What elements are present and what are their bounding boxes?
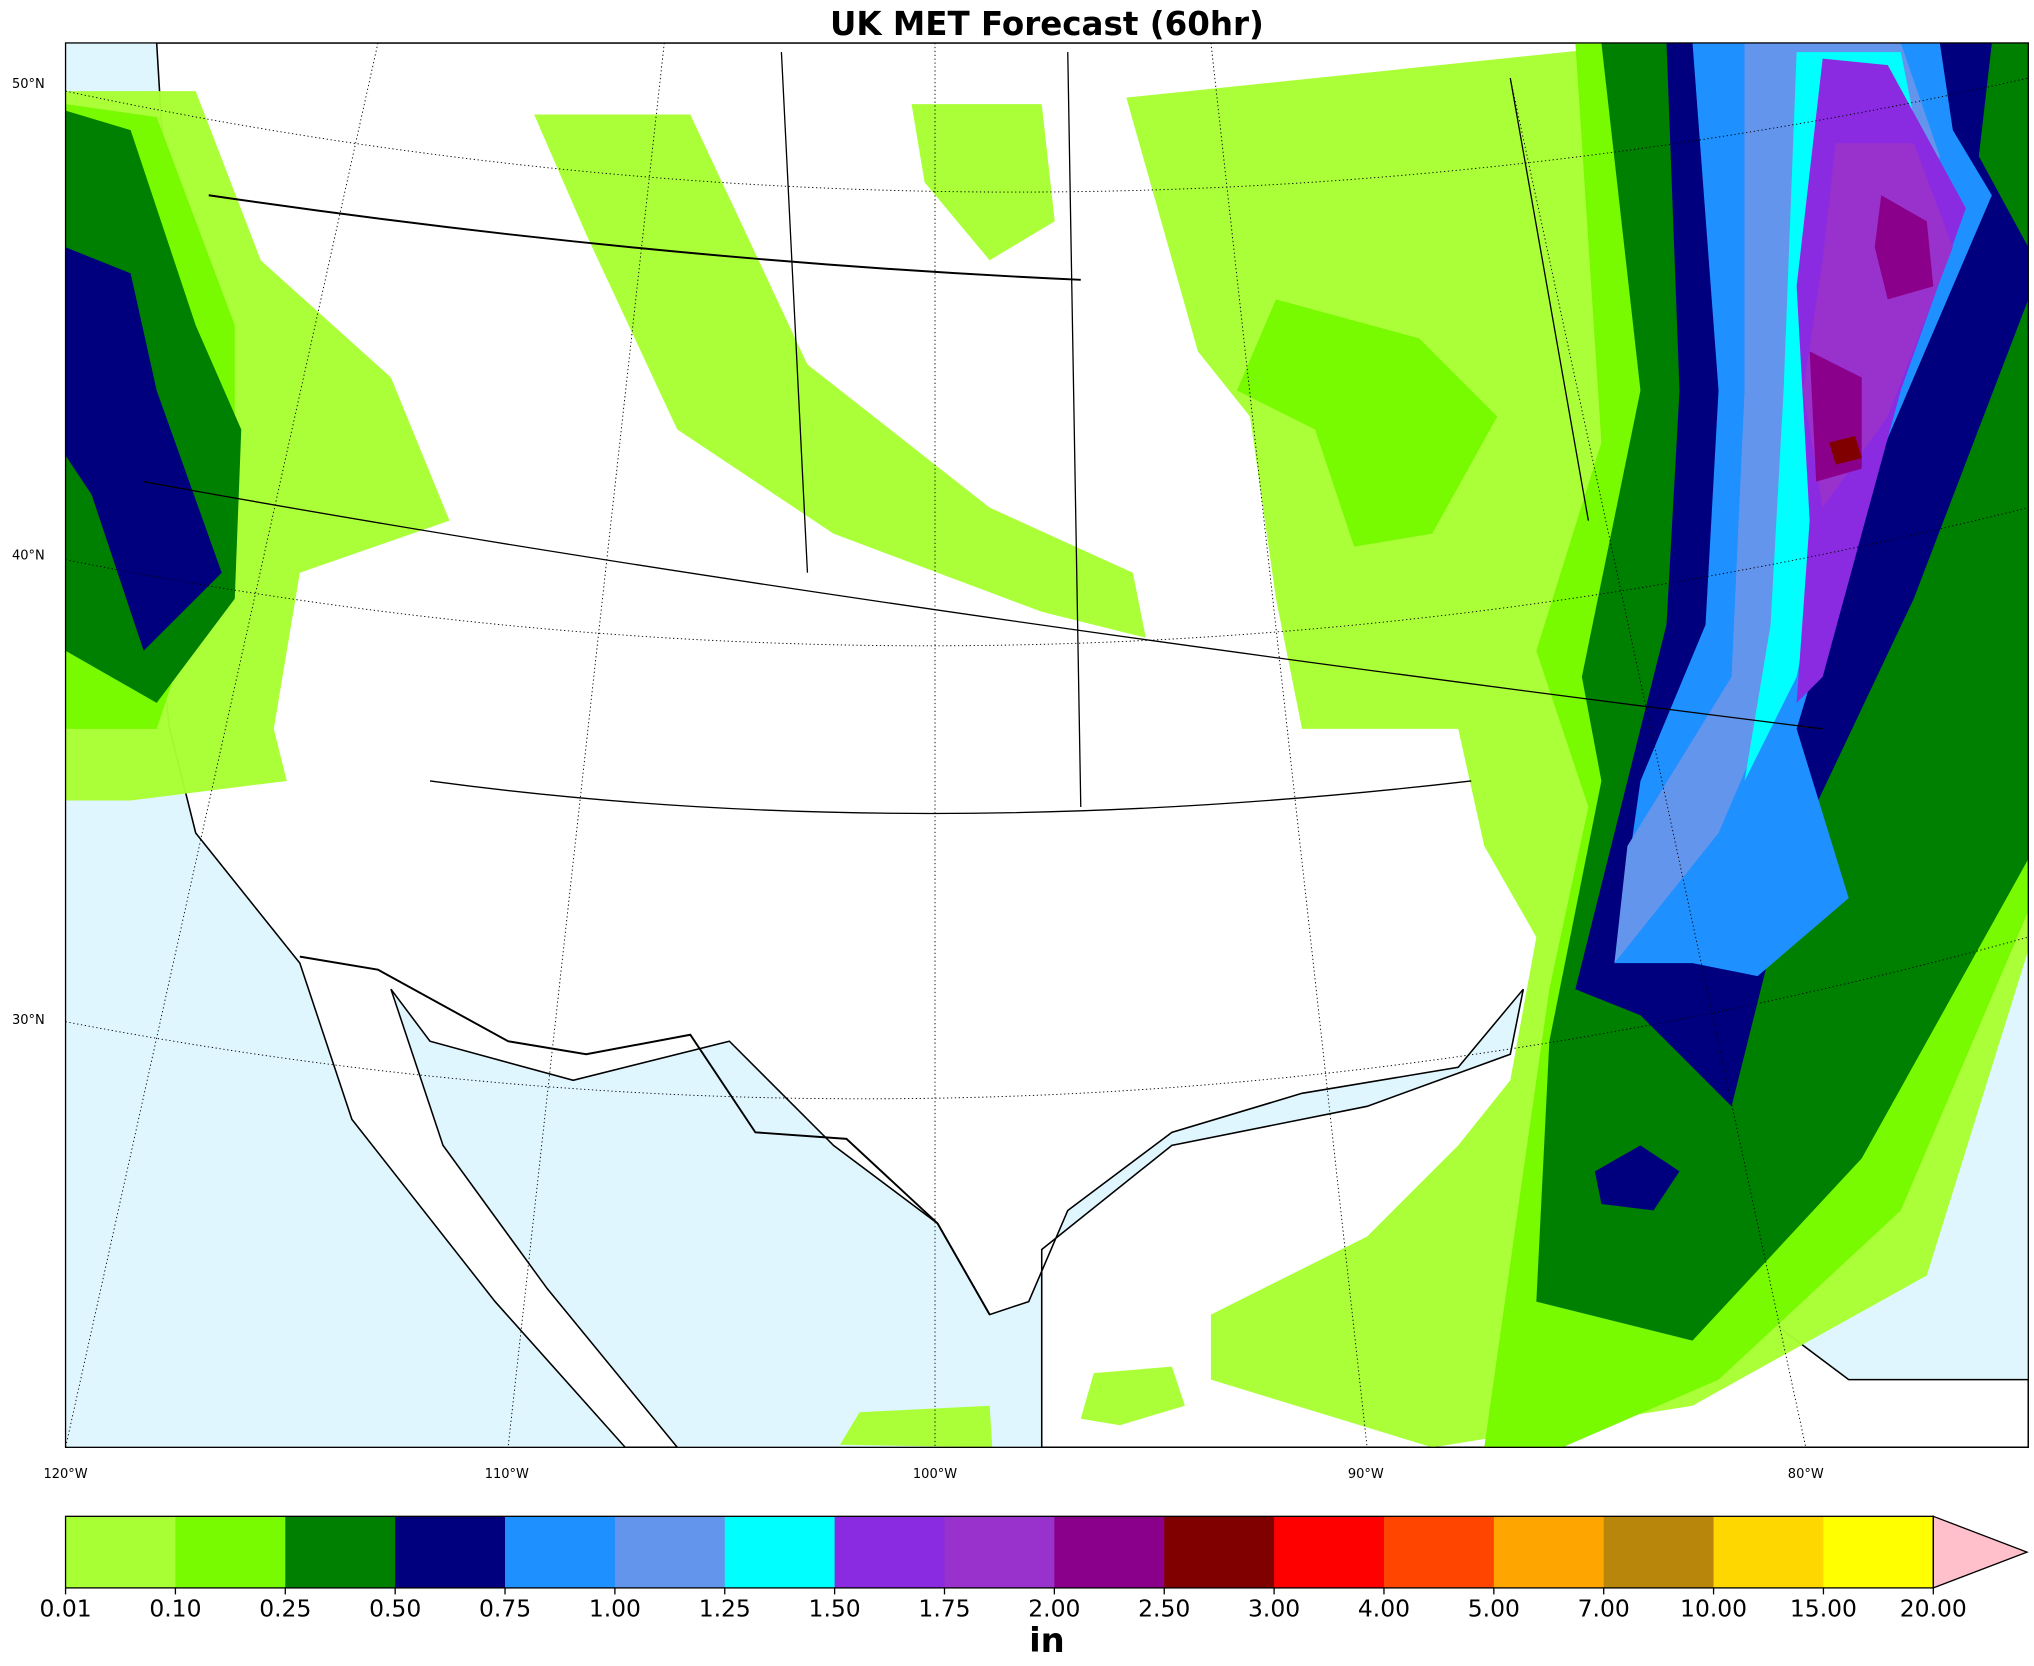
graticule <box>65 42 2029 1448</box>
graticule-line <box>65 507 2029 647</box>
precip-area <box>1829 436 1862 465</box>
precip-area <box>839 1405 993 1448</box>
lon-label: 120°W <box>43 1467 87 1482</box>
precip-area <box>911 104 1055 261</box>
colorbar-segment <box>1164 1516 1275 1588</box>
borders <box>143 52 1823 1316</box>
precip-area <box>534 114 1146 638</box>
lat-label: 30°N <box>12 1013 45 1028</box>
graticule-line <box>65 77 2029 193</box>
colorbar-label: in <box>1029 1621 1065 1660</box>
colorbar-tick-label: 0.01 <box>39 1595 91 1623</box>
colorbar-tick-label: 1.50 <box>809 1595 861 1623</box>
colorbar-outline <box>64 1515 1934 1589</box>
colorbar-tick-label: 20.00 <box>1900 1595 1967 1623</box>
colorbar-tick-label: 5.00 <box>1468 1595 1520 1623</box>
colorbar-segment <box>175 1516 286 1588</box>
colorbar-tick-label: 0.75 <box>479 1595 531 1623</box>
colorbar-tick-label: 1.25 <box>699 1595 751 1623</box>
colorbar-tick-label: 1.00 <box>589 1595 641 1623</box>
colorbar-segment <box>614 1516 726 1588</box>
graticule-line <box>65 42 1807 1448</box>
precip-area <box>1236 299 1498 547</box>
map-frame <box>64 42 2029 1448</box>
map <box>65 42 2029 1448</box>
colorbar-segment <box>1274 1516 1385 1588</box>
border <box>429 780 1472 815</box>
colorbar-segment <box>834 1516 946 1588</box>
colorbar-segment <box>1823 1516 1934 1588</box>
border <box>780 52 1590 807</box>
colorbar-tick-label: 0.10 <box>149 1595 201 1623</box>
colorbar-segment <box>395 1516 506 1588</box>
title: UK MET Forecast (60hr) <box>830 5 1264 43</box>
colorbar-segment <box>505 1516 616 1588</box>
lon-label: 80°W <box>1788 1467 1824 1482</box>
colorbar-segment <box>1493 1516 1605 1588</box>
colorbar: 0.01 0.10 0.25 0.50 0.75 1.00 1.25 1.50 1.75 2.00… <box>39 1515 2029 1623</box>
colorbar-segment <box>724 1516 836 1588</box>
colorbar-segment <box>285 1516 396 1588</box>
precip-area <box>65 247 222 651</box>
colorbar-tick-label: 3.00 <box>1248 1595 1300 1623</box>
lon-labels: 120°W 110°W 100°W 90°W 80°W <box>43 1467 1823 1482</box>
lat-labels: 50°N 40°N 30°N <box>12 77 45 1028</box>
lat-label: 50°N <box>12 77 45 92</box>
lat-label: 40°N <box>12 548 45 563</box>
precip-area <box>1080 1366 1185 1426</box>
colorbar-segment <box>1383 1516 1495 1588</box>
colorbar-tick-label: 7.00 <box>1578 1595 1630 1623</box>
colorbar-tick-label: 4.00 <box>1358 1595 1410 1623</box>
precip-area <box>1594 1145 1680 1211</box>
colorbar-extend <box>1932 1515 2029 1589</box>
colorbar-tick-label: 1.75 <box>918 1595 970 1623</box>
precip-area <box>1874 195 1934 300</box>
colorbar-segment <box>1603 1516 1715 1588</box>
colorbar-segment <box>65 1516 177 1588</box>
lon-label: 100°W <box>913 1467 957 1482</box>
colorbar-segment <box>944 1516 1056 1588</box>
colorbar-tick-label: 2.50 <box>1138 1595 1190 1623</box>
lon-label: 90°W <box>1348 1467 1384 1482</box>
colorbar-tick-label: 10.00 <box>1680 1595 1747 1623</box>
border <box>143 480 1823 730</box>
colorbar-tick-label: 0.50 <box>369 1595 421 1623</box>
border <box>208 194 1081 281</box>
border <box>299 955 991 1316</box>
lon-label: 110°W <box>485 1467 529 1482</box>
colorbar-tick-label: 0.25 <box>259 1595 311 1623</box>
colorbar-segment <box>1713 1516 1825 1588</box>
colorbar-tick-label: 15.00 <box>1790 1595 1857 1623</box>
colorbar-tick-label: 2.00 <box>1028 1595 1080 1623</box>
colorbar-segment <box>1054 1516 1165 1588</box>
